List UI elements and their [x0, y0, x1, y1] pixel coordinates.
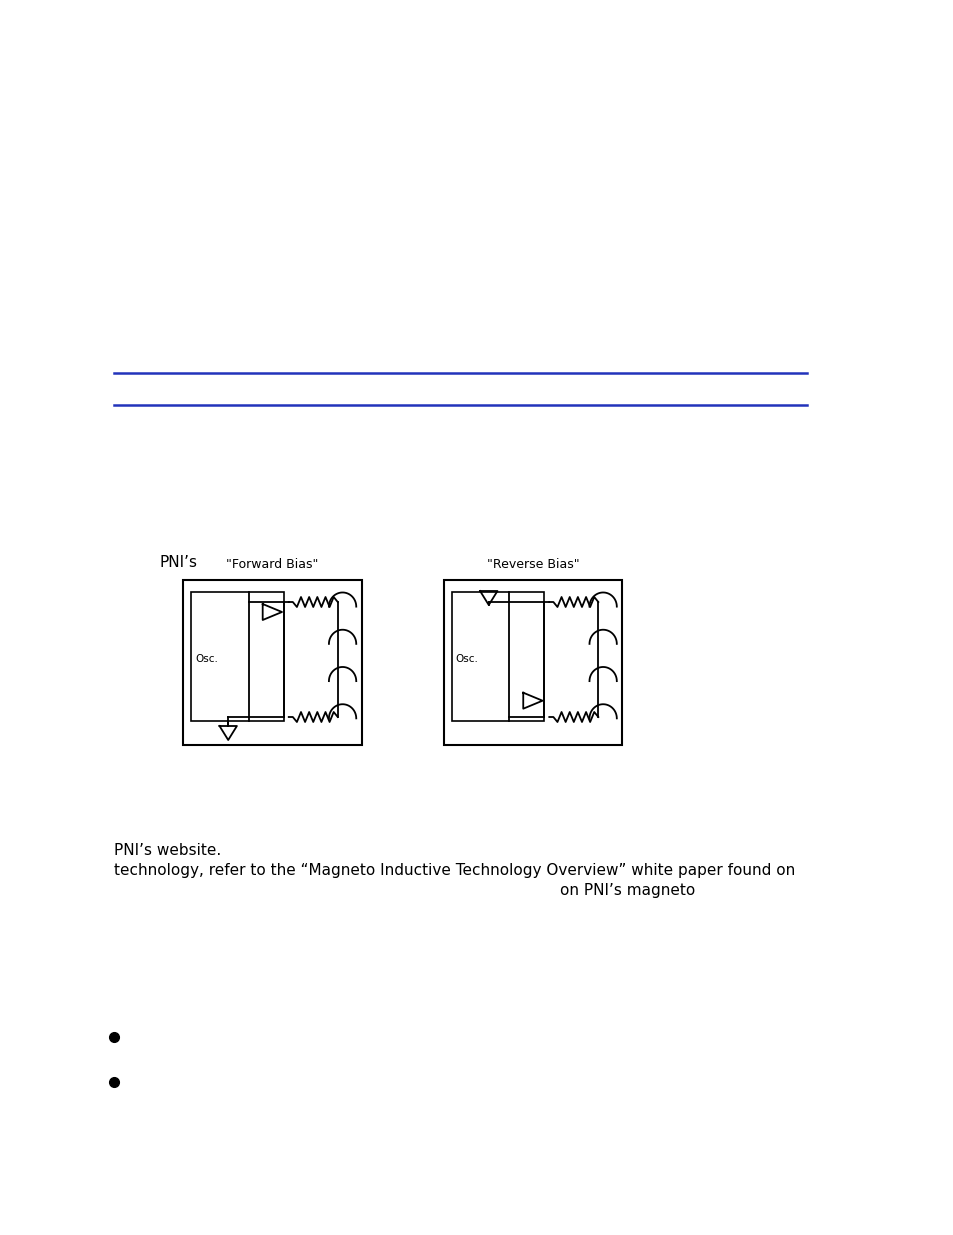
Bar — [451, 592, 544, 721]
Text: "Reverse Bias": "Reverse Bias" — [486, 558, 578, 571]
Text: Osc.: Osc. — [455, 653, 477, 664]
Text: PNI’s: PNI’s — [159, 555, 197, 571]
Bar — [183, 580, 361, 745]
Text: PNI’s website.: PNI’s website. — [113, 844, 221, 858]
Text: Osc.: Osc. — [194, 653, 217, 664]
Bar — [443, 580, 621, 745]
Text: technology, refer to the “Magneto Inductive Technology Overview” white paper fou: technology, refer to the “Magneto Induct… — [113, 863, 794, 878]
Text: on PNI’s magneto: on PNI’s magneto — [559, 883, 694, 898]
Text: "Forward Bias": "Forward Bias" — [226, 558, 318, 571]
Bar — [191, 592, 284, 721]
